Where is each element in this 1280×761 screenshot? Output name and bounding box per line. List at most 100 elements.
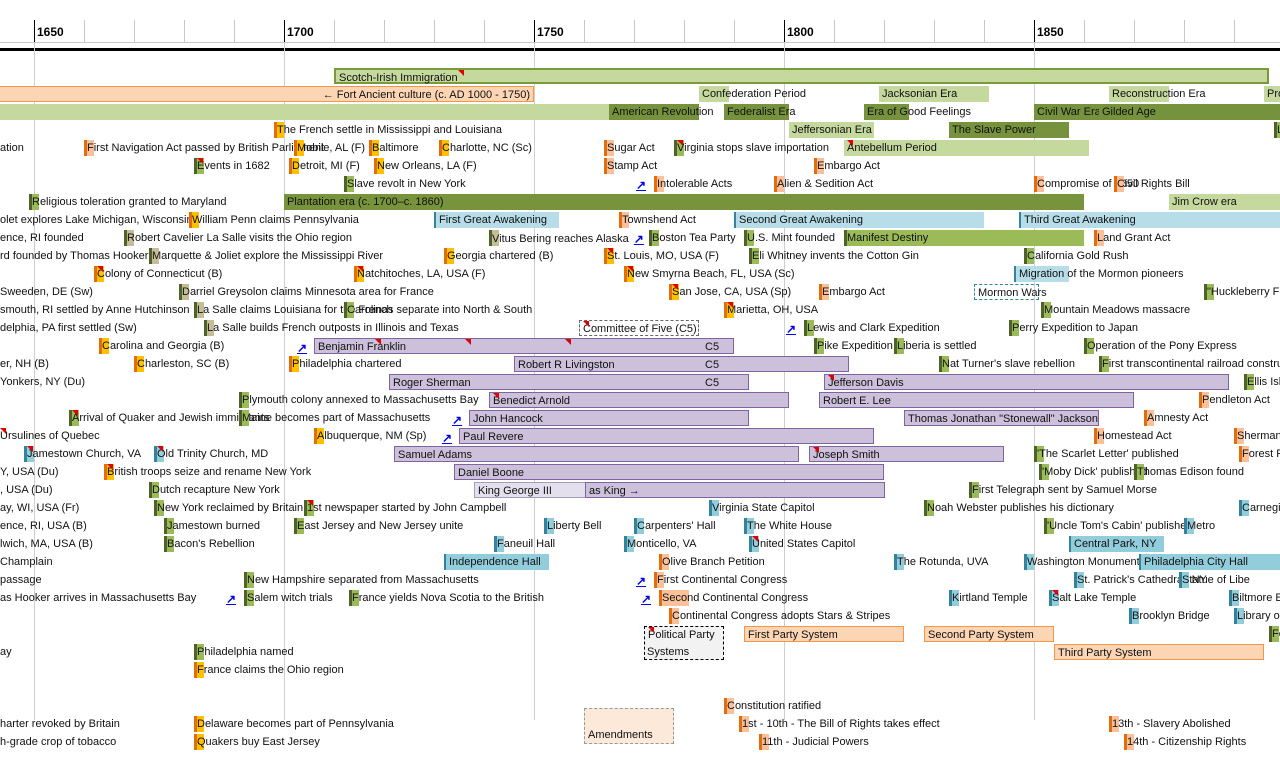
timeline-item[interactable]: h-grade crop of tobacco <box>0 734 116 750</box>
timeline-item[interactable]: Marquette & Joliet explore the Mississip… <box>149 248 383 264</box>
timeline-item[interactable]: Manifest Destiny <box>844 230 1084 246</box>
external-link-icon[interactable]: ↗ <box>633 232 644 246</box>
external-link-icon[interactable]: ↗ <box>442 431 453 445</box>
timeline-item[interactable]: Continental Congress adopts Stars & Stri… <box>669 608 890 624</box>
timeline-item[interactable]: lwich, MA, USA (B) <box>0 536 93 552</box>
timeline-item[interactable]: Monticello, VA <box>624 536 697 552</box>
timeline-item[interactable]: Thomas Edison found <box>1134 464 1244 480</box>
timeline-item[interactable]: 14th - Citizenship Rights <box>1124 734 1246 750</box>
timeline-item[interactable]: Plantation era (c. 1700–c. 1860) <box>284 194 1084 210</box>
timeline-item[interactable]: Natchitoches, LA, USA (F) <box>354 266 485 282</box>
note-flag-icon[interactable] <box>583 321 589 327</box>
timeline-item[interactable]: Baltimore <box>369 140 418 156</box>
timeline-item[interactable]: 11th - Judicial Powers <box>759 734 869 750</box>
timeline-item[interactable]: Pendleton Act <box>1199 392 1270 408</box>
timeline-item[interactable]: Third Party System <box>1054 644 1264 660</box>
timeline-item[interactable]: Second Continental Congress ↗ <box>641 590 808 606</box>
timeline-item[interactable]: Homestead Act <box>1094 428 1172 444</box>
timeline-item[interactable]: Eli Whitney invents the Cotton Gin <box>749 248 919 264</box>
timeline-item[interactable]: Political Party <box>644 626 724 660</box>
timeline-item[interactable]: Paul Revere ↗ <box>442 428 874 445</box>
note-flag-icon[interactable] <box>813 447 819 453</box>
timeline-item[interactable]: First Party System <box>744 626 904 642</box>
note-flag-icon[interactable] <box>1052 590 1058 596</box>
timeline-item[interactable]: Amendments <box>584 708 674 744</box>
timeline-item[interactable]: as Hooker arrives in Massachusetts Bay <box>0 590 196 606</box>
timeline-item[interactable]: Liberty Bell <box>544 518 601 534</box>
external-link-icon[interactable]: ↗ <box>641 592 652 606</box>
note-flag-icon[interactable] <box>27 446 33 452</box>
timeline-item[interactable]: Sweeden, DE (Sw) <box>0 284 93 300</box>
timeline-item[interactable]: First Continental Congress ↗ <box>636 572 787 588</box>
timeline-item[interactable]: Faneuil Hall <box>494 536 555 552</box>
timeline-item[interactable]: Charlotte, NC (Sc) <box>439 140 532 156</box>
timeline-item[interactable]: Central Park, NY <box>1069 536 1164 552</box>
timeline-item[interactable]: L <box>1274 122 1280 138</box>
timeline-item[interactable]: , USA (Du) <box>0 482 53 498</box>
timeline-item[interactable]: ay, WI, USA (Fr) <box>0 500 79 516</box>
note-flag-icon[interactable] <box>357 266 363 272</box>
timeline-item[interactable]: Mobile, AL (F) <box>294 140 365 156</box>
timeline-item[interactable]: Jeffersonian Era <box>789 122 874 138</box>
timeline-item[interactable]: Robert E. Lee <box>819 392 1134 408</box>
timeline-item[interactable]: The White House <box>744 518 832 534</box>
timeline-item[interactable]: Champlain <box>0 554 53 570</box>
timeline-item[interactable]: Biltmore Es <box>1229 590 1280 606</box>
note-flag-icon[interactable] <box>197 158 203 164</box>
timeline-item[interactable]: Intolerable Acts ↗ <box>636 176 732 192</box>
timeline-item[interactable]: The French settle in Mississippi and Lou… <box>274 122 502 138</box>
note-flag-icon[interactable] <box>847 140 853 146</box>
timeline-item[interactable]: ence, RI, USA (B) <box>0 518 87 534</box>
timeline-item[interactable]: Old Trinity Church, MD <box>154 446 268 462</box>
timeline-item[interactable]: C5 Roger Sherman <box>389 374 749 390</box>
timeline-item[interactable]: ence, RI founded <box>0 230 84 246</box>
note-flag-icon[interactable] <box>752 536 758 542</box>
timeline-item[interactable]: Jamestown Church, VA <box>24 446 141 462</box>
external-link-icon[interactable]: ↗ <box>452 413 463 427</box>
timeline-item[interactable]: Y, USA (Du) <box>0 464 59 480</box>
timeline-item[interactable]: Townshend Act <box>619 212 696 228</box>
timeline-item[interactable]: C5 Benjamin Franklin ↗ <box>297 338 734 355</box>
timeline-item[interactable]: er, NH (B) <box>0 356 49 372</box>
timeline-item[interactable]: New Orleans, LA (F) <box>374 158 477 174</box>
timeline-item[interactable]: France yields Nova Scotia to the British <box>349 590 544 606</box>
timeline-item[interactable]: Gilded Age <box>1099 104 1280 120</box>
timeline-item[interactable]: Civil War Era <box>1034 104 1109 120</box>
timeline-item[interactable]: France claims the Ohio region <box>194 662 344 678</box>
timeline-item[interactable]: Charleston, SC (B) <box>134 356 229 372</box>
timeline-item[interactable]: Jefferson Davis <box>824 374 1229 390</box>
timeline-item[interactable]: 'The Scarlet Letter' published <box>1034 446 1179 462</box>
timeline-item[interactable]: ← Fort Ancient culture (c. AD 1000 - 175… <box>0 86 534 102</box>
note-flag-icon[interactable] <box>627 266 633 272</box>
timeline-item[interactable]: British troops seize and rename New York <box>104 464 311 480</box>
timeline-item[interactable]: Philadelphia chartered <box>289 356 401 372</box>
timeline-item[interactable]: Salem witch trials ↗ <box>226 590 333 606</box>
timeline-item[interactable]: Maine becomes part of Massachusetts <box>239 410 430 426</box>
timeline-item[interactable]: Events in 1682 <box>194 158 270 174</box>
timeline-item[interactable]: Ellis Isla <box>1244 374 1280 390</box>
timeline-item[interactable]: Bacon's Rebellion <box>164 536 255 552</box>
timeline-item[interactable]: New York reclaimed by Britain <box>154 500 303 516</box>
note-flag-icon[interactable] <box>465 339 471 345</box>
timeline-item[interactable]: Third Great Awakening <box>1019 212 1280 228</box>
timeline-item[interactable]: Metro <box>1184 518 1215 534</box>
timeline-item[interactable]: Land Grant Act <box>1094 230 1170 246</box>
timeline-item[interactable]: ation <box>0 140 24 156</box>
timeline-item[interactable]: Migration of the Mormon pioneers <box>1014 266 1183 282</box>
external-link-icon[interactable]: ↗ <box>226 592 237 606</box>
timeline-item[interactable] <box>0 104 654 120</box>
timeline-item[interactable]: Noah Webster publishes his dictionary <box>924 500 1114 516</box>
timeline-item[interactable]: First transcontinental railroad construc <box>1099 356 1280 372</box>
timeline-item[interactable]: Reconstruction Era <box>1109 86 1206 102</box>
timeline-item[interactable]: Antebellum Period <box>844 140 1089 156</box>
timeline-item[interactable]: The Rotunda, UVA <box>894 554 989 570</box>
timeline-item[interactable]: Albuquerque, NM (Sp) <box>314 428 426 444</box>
timeline-item[interactable]: Mountain Meadows massacre <box>1041 302 1190 318</box>
timeline-item[interactable]: Era of Good Feelings <box>864 104 971 120</box>
timeline-item[interactable]: Liberia is settled <box>894 338 977 354</box>
note-flag-icon[interactable] <box>458 70 464 76</box>
timeline-item[interactable]: Forest R <box>1239 446 1280 462</box>
timeline-item[interactable]: Committee of Five (C5) <box>579 320 699 336</box>
timeline-item[interactable]: Compromise of 1850 <box>1034 176 1139 192</box>
timeline-item[interactable]: Carolina and Georgia (B) <box>99 338 224 354</box>
